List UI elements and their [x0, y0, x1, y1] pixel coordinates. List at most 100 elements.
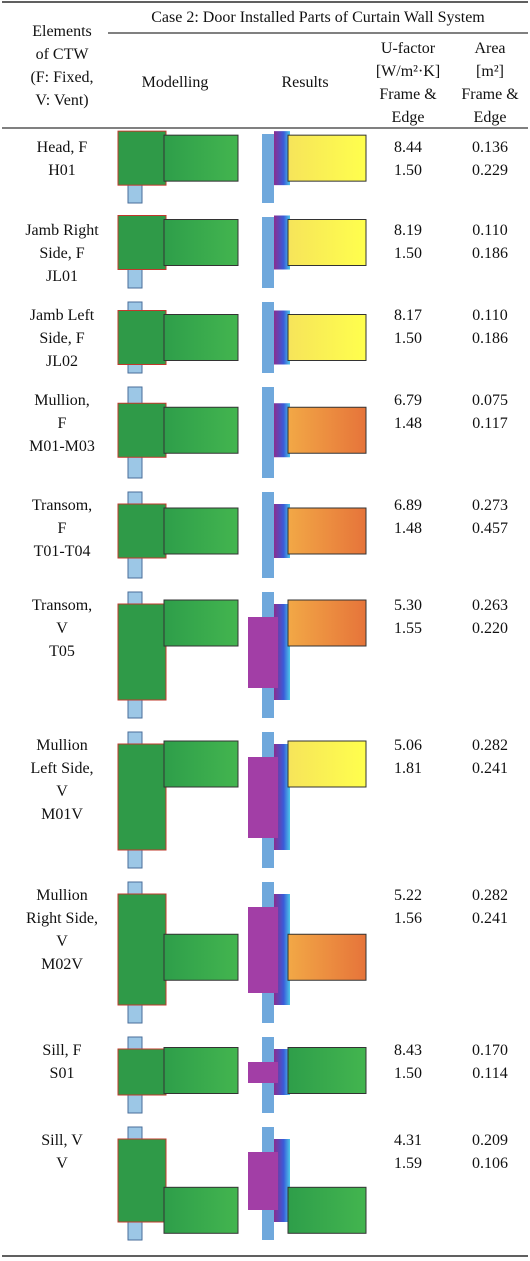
modelling-frame	[117, 402, 167, 458]
header-element: Elements of CTW (F: Fixed, V: Vent)	[30, 20, 93, 112]
element-cell-line: Right Side,	[25, 910, 99, 927]
header-line: Edge	[473, 109, 507, 126]
results-mullion	[262, 134, 274, 203]
results-glass	[287, 1047, 367, 1094]
u-factor-cell-line: 1.48	[394, 520, 422, 537]
results-vent	[248, 757, 278, 838]
u-factor-cell: 8.19 1.50	[394, 219, 422, 265]
element-cell: Sill, F S01	[42, 1039, 81, 1085]
element-cell-line: T05	[49, 643, 75, 660]
element-cell-line: Sill, F	[42, 1042, 82, 1059]
u-factor-cell: 4.31 1.59	[394, 1129, 422, 1175]
u-factor-cell-line: 6.79	[394, 392, 422, 409]
results-glass	[287, 406, 367, 454]
area-cell: 0.282 0.241	[472, 734, 508, 780]
u-factor-cell-line: 1.50	[394, 245, 422, 262]
results-frame	[274, 131, 290, 186]
area-cell-line: 0.117	[472, 415, 508, 432]
element-cell-line: M01V	[41, 806, 83, 823]
modelling-glass	[163, 134, 239, 182]
element-cell-line: H01	[48, 162, 76, 179]
element-cell: Head, F H01	[37, 136, 88, 182]
modelling-frame	[117, 310, 167, 365]
area-cell-line: 0.209	[472, 1132, 508, 1149]
area-cell-line: 0.110	[472, 307, 508, 324]
results-vent	[248, 617, 278, 688]
element-cell-line: Left Side,	[30, 760, 94, 777]
area-cell-line: 0.229	[472, 162, 508, 179]
area-cell-line: 0.220	[472, 620, 508, 637]
results-frame	[274, 1049, 290, 1095]
element-cell-line: F	[57, 415, 67, 432]
u-factor-cell-line: 8.19	[394, 222, 422, 239]
area-cell: 0.075 0.117	[472, 389, 508, 435]
modelling-glass	[163, 314, 239, 361]
area-cell-line: 0.186	[472, 245, 508, 262]
u-factor-cell: 6.79 1.48	[394, 389, 422, 435]
modelling-glass	[163, 219, 239, 266]
header-line: [m²]	[476, 63, 504, 80]
results-glass	[287, 314, 367, 361]
header-line: [W/m²·K]	[375, 63, 441, 80]
element-cell-line: JL01	[46, 268, 78, 285]
u-factor-cell-line: 1.50	[394, 1065, 422, 1082]
header-modelling: Modelling	[141, 74, 209, 91]
u-factor-cell-line: 6.89	[394, 497, 422, 514]
element-cell-line: V	[56, 1155, 68, 1172]
header-line: U-factor	[380, 40, 436, 57]
element-cell: Transom, V T05	[32, 594, 92, 663]
area-cell: 0.209 0.106	[472, 1129, 508, 1175]
modelling-frame	[117, 130, 167, 186]
case-title: Case 2: Door Installed Parts of Curtain …	[151, 9, 485, 26]
element-cell-line: M01-M03	[29, 438, 95, 455]
modelling-frame	[117, 743, 167, 851]
element-cell: Jamb Right Side, F JL01	[25, 219, 98, 288]
element-cell: Transom, F T01-T04	[32, 494, 92, 563]
header-results: Results	[281, 74, 329, 91]
modelling-glass	[163, 1047, 239, 1094]
u-factor-cell-line: 1.81	[394, 760, 422, 777]
element-cell-line: S01	[49, 1065, 75, 1082]
header-line: Edge	[391, 109, 425, 126]
u-factor-cell: 5.06 1.81	[394, 734, 422, 780]
element-cell-line: T01-T04	[33, 543, 91, 560]
results-vent	[248, 1062, 278, 1083]
header-line: Frame &	[379, 86, 437, 103]
results-glass	[287, 1186, 367, 1234]
element-cell-line: Mullion	[36, 887, 88, 904]
results-mullion	[262, 217, 274, 288]
header-line: Area	[474, 40, 506, 57]
modelling-frame	[117, 503, 167, 559]
area-cell: 0.273 0.457	[472, 494, 508, 540]
element-cell: Jamb Left Side, F JL02	[30, 304, 94, 373]
header-line: (F: Fixed,	[30, 69, 94, 86]
modelling-frame	[117, 1048, 167, 1096]
modelling-glass	[163, 507, 239, 555]
modelling-glass	[163, 740, 239, 788]
u-factor-cell: 5.22 1.56	[394, 884, 422, 930]
header-u-factor: U-factor [W/m²·K] Frame & Edge	[376, 37, 440, 129]
area-cell: 0.110 0.186	[472, 219, 508, 265]
results-glass	[287, 507, 367, 555]
area-cell-line: 0.273	[472, 497, 508, 514]
area-cell-line: 0.263	[472, 597, 508, 614]
u-factor-cell: 8.44 1.50	[394, 136, 422, 182]
results-frame	[274, 215, 290, 270]
area-cell-line: 0.114	[472, 1065, 508, 1082]
results-vent	[248, 1152, 278, 1210]
results-glass	[287, 599, 367, 647]
area-cell: 0.110 0.186	[472, 304, 508, 350]
modelling-frame	[117, 1138, 167, 1223]
u-factor-cell: 6.89 1.48	[394, 494, 422, 540]
area-cell: 0.282 0.241	[472, 884, 508, 930]
area-cell-line: 0.457	[472, 520, 508, 537]
u-factor-cell: 5.30 1.55	[394, 594, 422, 640]
element-cell-line: Transom,	[31, 597, 93, 614]
u-factor-cell-line: 1.59	[394, 1155, 422, 1172]
element-cell: Mullion Left Side, V M01V	[30, 734, 93, 826]
u-factor-cell-line: 5.30	[394, 597, 422, 614]
modelling-glass	[163, 1186, 239, 1234]
results-vent	[248, 907, 278, 993]
